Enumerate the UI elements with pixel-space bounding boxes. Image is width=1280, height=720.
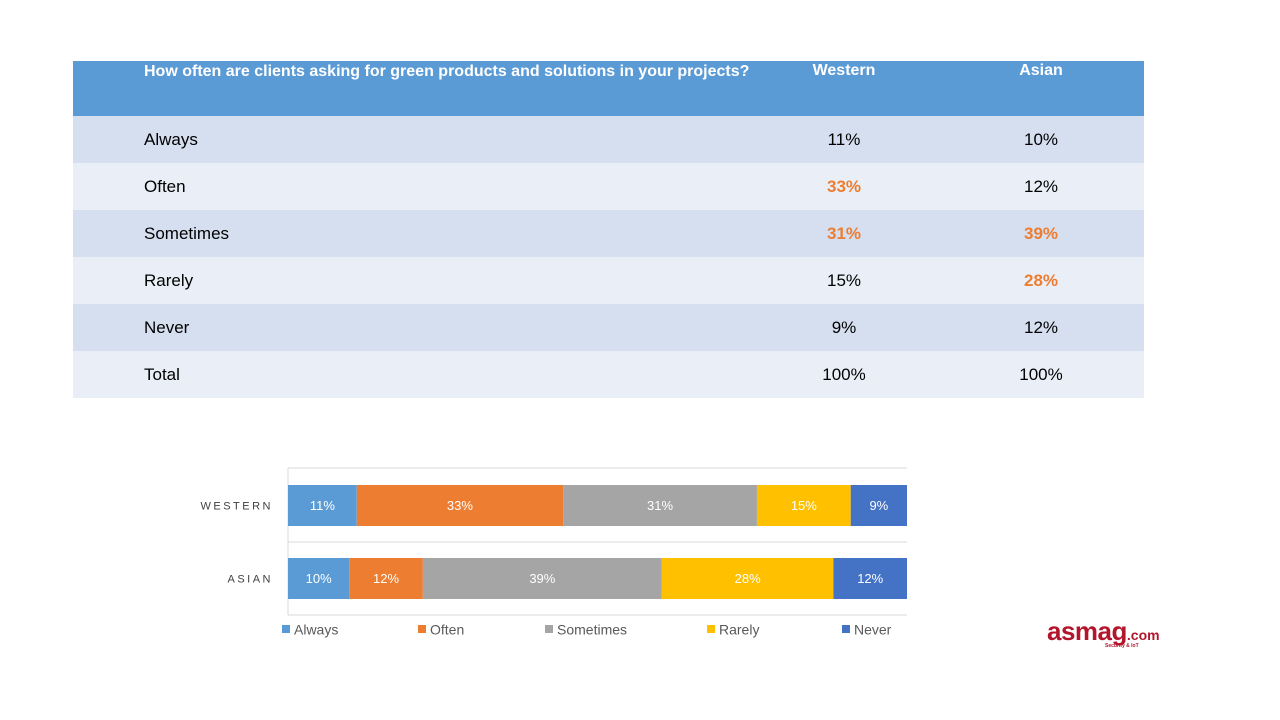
- bar-segment-asian-sometimes: [422, 558, 662, 599]
- legend-label-never: Never: [854, 622, 892, 638]
- category-label-western: WESTERN: [201, 501, 274, 513]
- legend-swatch-rarely: [707, 625, 715, 633]
- data-label-western-always: 11%: [310, 498, 335, 513]
- logo-tagline: Security & IoT: [1105, 643, 1139, 649]
- row-blank-cell: [73, 210, 144, 257]
- row-blank-cell: [73, 163, 144, 210]
- legend-swatch-always: [282, 625, 290, 633]
- table-header-row: How often are clients asking for green p…: [73, 61, 1144, 116]
- legend-label-often: Often: [430, 622, 464, 638]
- survey-results-table: How often are clients asking for green p…: [73, 61, 1144, 398]
- row-asian-value: 39%: [938, 210, 1144, 257]
- bar-segment-western-rarely: [756, 485, 851, 526]
- legend-label-sometimes: Sometimes: [557, 622, 627, 638]
- row-label: Rarely: [144, 257, 750, 304]
- table-row: Always 11% 10%: [73, 116, 1144, 163]
- row-western-value: 9%: [750, 304, 938, 351]
- row-label: Sometimes: [144, 210, 750, 257]
- row-asian-value: 10%: [938, 116, 1144, 163]
- row-label: Often: [144, 163, 750, 210]
- row-label: Total: [144, 351, 750, 398]
- data-label-western-never: 9%: [869, 498, 888, 513]
- bar-segment-western-never: [850, 485, 907, 526]
- bar-segment-asian-often: [349, 558, 423, 599]
- row-western-value: 100%: [750, 351, 938, 398]
- header-question: How often are clients asking for green p…: [144, 61, 750, 116]
- row-label: Always: [144, 116, 750, 163]
- row-asian-value: 100%: [938, 351, 1144, 398]
- row-asian-value: 12%: [938, 163, 1144, 210]
- header-western: Western: [750, 61, 938, 116]
- logo-suffix: .com: [1126, 627, 1160, 643]
- bar-segment-asian-always: [288, 558, 350, 599]
- legend-label-rarely: Rarely: [719, 622, 759, 638]
- logo-brand: asmag: [1047, 616, 1127, 646]
- table-row: Never 9% 12%: [73, 304, 1144, 351]
- row-asian-value: 28%: [938, 257, 1144, 304]
- bar-segment-western-sometimes: [563, 485, 757, 526]
- row-western-value: 11%: [750, 116, 938, 163]
- asmag-logo: asmag.com Security & IoT: [1047, 616, 1167, 652]
- row-blank-cell: [73, 116, 144, 163]
- row-western-value: 31%: [750, 210, 938, 257]
- row-asian-value: 12%: [938, 304, 1144, 351]
- row-western-value: 15%: [750, 257, 938, 304]
- row-western-value: 33%: [750, 163, 938, 210]
- bar-segment-asian-never: [833, 558, 907, 599]
- bar-segment-western-often: [356, 485, 564, 526]
- data-label-asian-often: 12%: [373, 571, 399, 586]
- category-label-asian: ASIAN: [227, 574, 273, 586]
- bar-segment-western-always: [288, 485, 357, 526]
- legend-swatch-often: [418, 625, 426, 633]
- legend-swatch-never: [842, 625, 850, 633]
- data-label-western-often: 33%: [447, 498, 473, 513]
- row-blank-cell: [73, 304, 144, 351]
- header-blank-cell: [73, 61, 144, 116]
- data-label-western-rarely: 15%: [791, 498, 817, 513]
- data-label-asian-never: 12%: [857, 571, 883, 586]
- row-blank-cell: [73, 351, 144, 398]
- bar-segment-asian-rarely: [661, 558, 834, 599]
- header-asian: Asian: [938, 61, 1144, 116]
- data-label-asian-always: 10%: [306, 571, 332, 586]
- legend-swatch-sometimes: [545, 625, 553, 633]
- data-label-asian-sometimes: 39%: [529, 571, 555, 586]
- table-row: Rarely 15% 28%: [73, 257, 1144, 304]
- row-label: Never: [144, 304, 750, 351]
- row-blank-cell: [73, 257, 144, 304]
- data-label-western-sometimes: 31%: [647, 498, 673, 513]
- data-label-asian-rarely: 28%: [735, 571, 761, 586]
- legend-label-always: Always: [294, 622, 338, 638]
- table-row: Total 100% 100%: [73, 351, 1144, 398]
- table-row: Often 33% 12%: [73, 163, 1144, 210]
- table-row: Sometimes 31% 39%: [73, 210, 1144, 257]
